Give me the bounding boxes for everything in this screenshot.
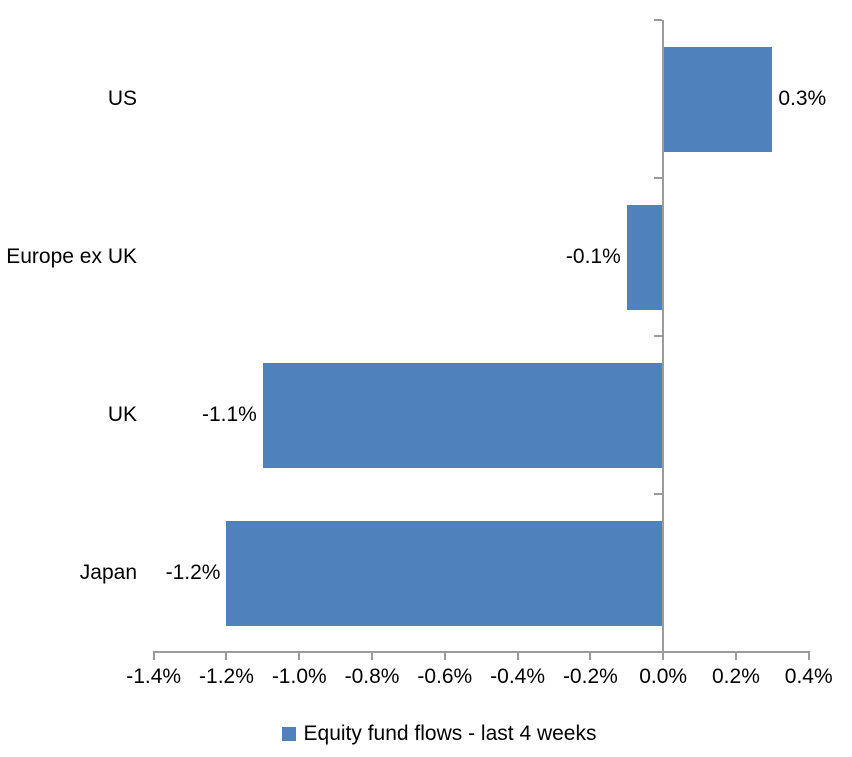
value-axis-tick: [152, 652, 155, 660]
value-axis-tick: [298, 652, 301, 660]
category-axis-tick: [654, 493, 663, 495]
category-axis-tick: [654, 19, 663, 21]
category-label: US: [107, 87, 137, 110]
value-axis-tick: [225, 652, 228, 660]
value-axis-tick-label: 0.0%: [639, 665, 688, 688]
value-axis-tick-label: 0.4%: [784, 665, 833, 688]
legend-series-marker-icon: [281, 727, 296, 741]
category-label: UK: [107, 403, 137, 426]
value-axis-tick-label: -1.0%: [271, 665, 327, 688]
value-axis-line: [152, 651, 810, 653]
value-axis-tick: [516, 652, 519, 660]
category-axis-tick: [654, 177, 663, 179]
category-axis-tick: [654, 335, 663, 337]
legend: Equity fund flows - last 4 weeks: [13, 719, 852, 749]
value-axis-tick-label: -0.2%: [562, 665, 618, 688]
legend-label: Equity fund flows - last 4 weeks: [303, 722, 597, 745]
bar-us: [664, 46, 773, 152]
value-axis-tick-label: -0.6%: [417, 665, 473, 688]
data-label: 0.3%: [778, 87, 827, 110]
value-axis-tick: [807, 652, 810, 660]
value-axis-tick: [734, 652, 737, 660]
bar-europe-ex-uk: [626, 204, 663, 310]
data-label: -0.1%: [565, 245, 621, 268]
value-axis-tick-label: 0.2%: [712, 665, 760, 688]
bar-uk: [262, 362, 663, 468]
value-axis-tick: [589, 652, 592, 660]
value-axis-tick: [443, 652, 446, 660]
value-axis-tick-label: -0.4%: [490, 665, 546, 688]
category-label: Europe ex UK: [6, 245, 137, 268]
value-axis-tick-label: -0.8%: [344, 665, 400, 688]
data-label: -1.1%: [202, 403, 257, 426]
bar-japan: [226, 520, 663, 626]
value-axis-tick-label: -1.2%: [199, 665, 254, 688]
category-label: Japan: [79, 561, 137, 584]
value-axis-tick-label: -1.4%: [126, 665, 182, 688]
data-label: -1.2%: [165, 561, 221, 584]
category-axis-line: [662, 20, 665, 653]
value-axis-tick: [662, 652, 665, 660]
value-axis-tick: [371, 652, 374, 660]
